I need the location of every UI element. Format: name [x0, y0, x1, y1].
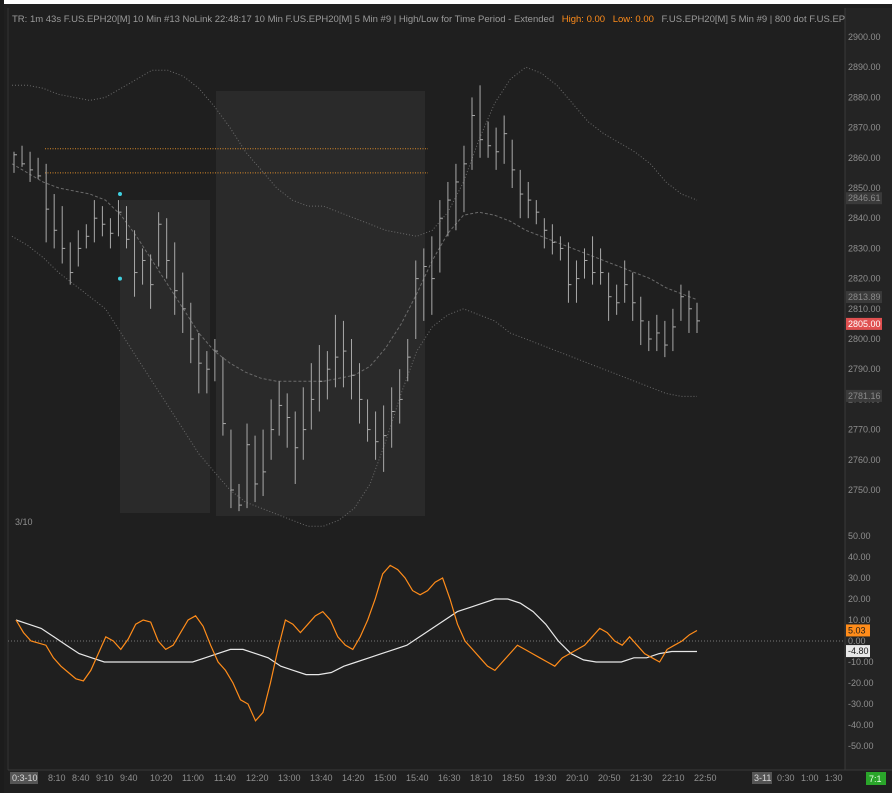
price-tick-label: 2810.00: [848, 304, 881, 314]
mid-band-tag-bg: [846, 291, 882, 304]
time-tick-label: 16:30: [438, 773, 461, 783]
osc-fast-tag: 5.03: [848, 625, 866, 635]
osc-slow-tag: -4.80: [848, 646, 869, 656]
price-tick-label: 2840.00: [848, 213, 881, 223]
time-tick-label: 14:20: [342, 773, 365, 783]
price-tick-label: 2790.00: [848, 364, 881, 374]
time-tick-label: 11:40: [214, 773, 236, 783]
time-tick-label: 13:00: [278, 773, 301, 783]
oscillator-lines: [15, 564, 698, 722]
osc-tick-label: 30.00: [848, 573, 871, 583]
time-period-zone-1: [120, 200, 210, 513]
price-tick-label: 2900.00: [848, 32, 881, 42]
time-tick-label: 18:50: [502, 773, 525, 783]
window-top-strip: [0, 0, 892, 4]
time-right-badge: 3-11: [754, 773, 771, 783]
time-tick-label: 8:40: [72, 773, 90, 783]
price-tick-label: 2890.00: [848, 62, 881, 72]
time-start-badge-bg: [10, 772, 38, 784]
price-tick-label: 2760.00: [848, 455, 881, 465]
time-tick-label: 20:50: [598, 773, 621, 783]
date-label: 3/10: [15, 517, 33, 527]
price-axis-tags: 2846.61 2813.89 2805.00 2781.16: [846, 192, 882, 402]
lower-band-tag: 2781.16: [848, 391, 881, 401]
price-tick-label: 2770.00: [848, 425, 881, 435]
time-tick-label: 10:20: [150, 773, 173, 783]
signal-marker-2: [118, 276, 122, 281]
time-tick-label: 8:10: [48, 773, 66, 783]
oscillator-axis-labels: 50.00 40.00 30.00 20.00 10.00 0.00 -10.00 -20.0…: [848, 531, 874, 751]
osc-tick-label: -10.00: [848, 657, 874, 667]
time-right-label-2: 1:00: [801, 773, 819, 783]
mid-band-tag: 2813.89: [848, 292, 881, 302]
time-tick-label: 22:50: [694, 773, 717, 783]
price-axis-labels: 2900.00 2890.00 2880.00 2870.00 2860.00 2850.…: [848, 32, 881, 495]
osc-tick-label: 20.00: [848, 594, 871, 604]
osc-fast-tag-bg: [846, 624, 870, 637]
header-segment-4: F.US.EPH20[M] 5 Min #9 | 800 dot F.US.EP: [662, 14, 846, 25]
price-tick-label: 2830.00: [848, 243, 881, 253]
price-tick-label: 2860.00: [848, 153, 881, 163]
time-tick-label: 15:00: [374, 773, 397, 783]
upper-band-tag: 2846.61: [848, 193, 881, 203]
osc-slow-tag-bg: [846, 645, 870, 658]
time-tick-label: 19:30: [534, 773, 557, 783]
price-axis-panel: [845, 8, 892, 770]
price-tick-label: 2880.00: [848, 92, 881, 102]
time-tick-label: 9:10: [96, 773, 114, 783]
osc-tick-label: 40.00: [848, 552, 871, 562]
corner-status-badge-bg[interactable]: [866, 772, 886, 785]
time-tick-label: 22:10: [662, 773, 685, 783]
price-tick-label: 2850.00: [848, 183, 881, 193]
header-segment-1: TR: 1m 43s F.US.EPH20[M] 10 Min #13 NoLi…: [12, 14, 554, 25]
time-tick-label: 15:40: [406, 773, 429, 783]
corner-status-badge: 7:1: [869, 774, 882, 784]
osc-tick-label: 50.00: [848, 531, 871, 541]
osc-slow-line: [15, 598, 697, 676]
time-period-zone-2: [216, 91, 425, 516]
time-start-badge: 0:3-10: [12, 773, 38, 783]
time-axis-labels: 8:10 8:40 9:10 9:40 10:20 11:00 11:40 12:20 13:0…: [48, 773, 717, 783]
upper-band-tag-bg: [846, 192, 882, 205]
ohlc-bars: [13, 85, 700, 512]
header-low: Low: 0.00: [613, 14, 654, 25]
price-tick-label: 2820.00: [848, 274, 881, 284]
chart-header-text: TR: 1m 43s F.US.EPH20[M] 10 Min #13 NoLi…: [12, 14, 845, 25]
osc-tick-label: -40.00: [848, 720, 874, 730]
time-tick-label: 20:10: [566, 773, 589, 783]
price-tick-label: 2800.00: [848, 334, 881, 344]
osc-tick-label: -20.00: [848, 678, 874, 688]
last-price-tag-bg: [846, 317, 882, 330]
oscillator-axis-tags: 5.03 -4.80: [846, 624, 870, 658]
time-right-label-3: 1:30: [825, 773, 843, 783]
signal-markers: [118, 192, 122, 281]
osc-fast-line: [15, 564, 698, 722]
osc-tick-label: 10.00: [848, 615, 871, 625]
lower-band-tag-bg: [846, 389, 882, 402]
osc-tick-label: 0.00: [848, 636, 866, 646]
time-tick-label: 9:40: [120, 773, 138, 783]
time-right-label-1: 0:30: [777, 773, 795, 783]
osc-tick-label: -30.00: [848, 699, 874, 709]
lower-band-line: [11, 235, 697, 527]
time-right-badge-bg: [752, 772, 772, 784]
header-high: High: 0.00: [562, 14, 605, 25]
price-tick-label: 2870.00: [848, 123, 881, 133]
window-left-edge: [0, 0, 4, 793]
time-tick-label: 12:20: [246, 773, 269, 783]
time-tick-label: 11:00: [182, 773, 204, 783]
last-price-tag: 2805.00: [848, 319, 881, 329]
upper-band-line: [12, 66, 698, 237]
time-tick-label: 18:10: [470, 773, 493, 783]
signal-marker-1: [118, 192, 122, 197]
price-tick-label: 2750.00: [848, 485, 881, 495]
time-tick-label: 13:40: [310, 773, 333, 783]
osc-tick-label: -50.00: [848, 741, 874, 751]
time-tick-label: 21:30: [630, 773, 653, 783]
